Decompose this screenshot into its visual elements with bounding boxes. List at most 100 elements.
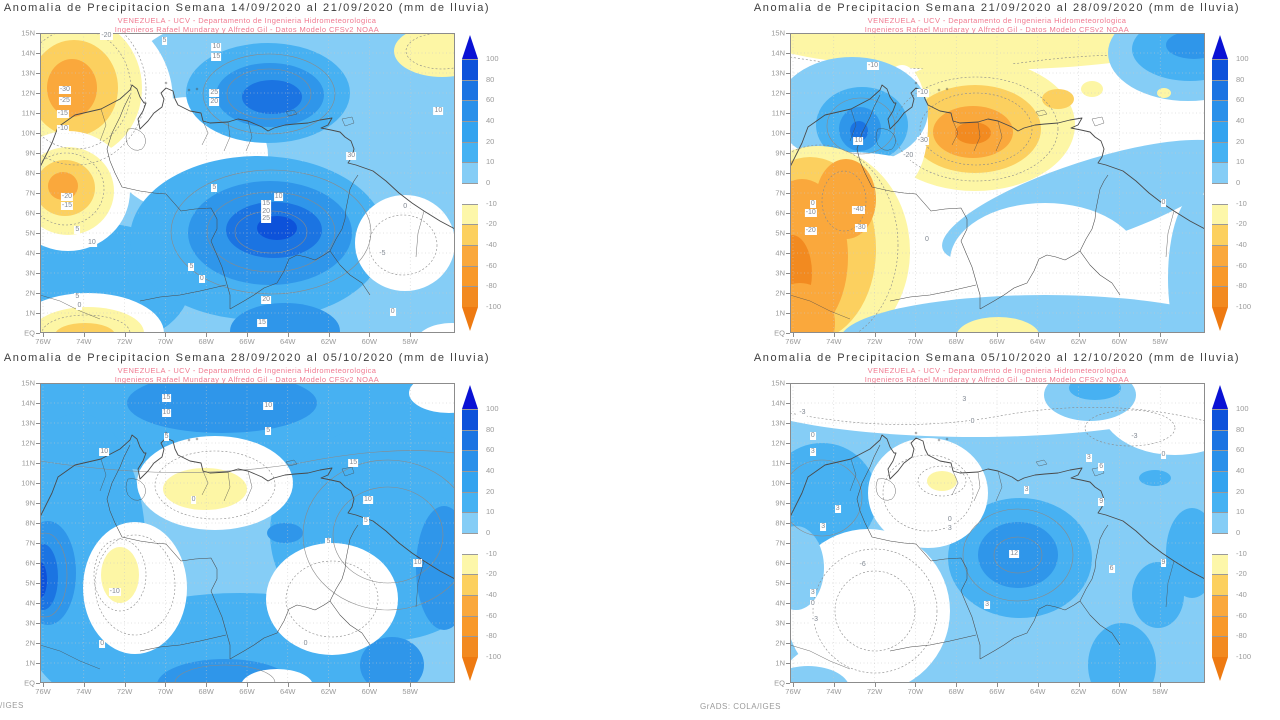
axis-tick (36, 273, 40, 274)
axis-tick (1119, 683, 1121, 687)
axis-tick (36, 403, 40, 404)
axis-x-label: 62W (320, 687, 337, 696)
contour-label: -10 (56, 125, 69, 133)
axis-tick (786, 483, 790, 484)
axis-y-label: 8N (775, 168, 785, 178)
axis-tick (206, 683, 208, 687)
axis-tick (786, 583, 790, 584)
axis-x-label: 76W (785, 337, 801, 346)
contour-label: 3 (961, 395, 968, 404)
axis-y-label: 9N (25, 498, 35, 508)
axis-y-label: 8N (775, 518, 785, 528)
colorbar-level-label: -40 (486, 589, 497, 599)
panel-subtitle: VENEZUELA - UCV - Departamento de Ingeni… (117, 366, 377, 375)
axis-tick (36, 683, 40, 684)
axis-tick (36, 33, 40, 34)
axis-y-label: 15N (771, 28, 785, 38)
contour-label: -10 (866, 62, 880, 70)
axis-y-label: 11N (21, 458, 35, 468)
contour-label: 5 (211, 183, 218, 192)
axis-y-label: 6N (25, 558, 35, 568)
colorbar-segment (1212, 100, 1228, 121)
contour-label: 3 (1085, 454, 1092, 462)
axis-tick (786, 233, 790, 234)
axis-tick (36, 313, 40, 314)
axis-tick (410, 333, 412, 337)
colorbar-segment (462, 409, 478, 430)
axis-y-label: 12N (771, 438, 785, 448)
contour-label: -30 (854, 224, 867, 232)
axis-x-label: 62W (1070, 687, 1087, 696)
axis-x-label: 58W (402, 337, 418, 346)
contour-label: 5 (188, 263, 195, 271)
contour-label: 0 (946, 515, 953, 524)
contour-label: -3 (1130, 433, 1139, 441)
axis-tick (287, 683, 289, 687)
axis-tick (369, 333, 371, 337)
axis-tick (36, 463, 40, 464)
colorbar-segment (462, 162, 478, 183)
colorbar-level-label: 10 (486, 157, 495, 167)
axis-y-label: 2N (775, 288, 785, 298)
axis-y-label: 15N (21, 378, 35, 388)
panel-anomalia-semana-1: Anomalia de Precipitacion Semana 14/09/2… (0, 0, 640, 350)
axis-tick (915, 333, 917, 337)
axis-tick (36, 93, 40, 94)
axis-x-label: 72W (116, 687, 133, 696)
axis-tick (792, 683, 794, 687)
axis-tick (36, 543, 40, 544)
colorbar-segment (1212, 224, 1228, 245)
axis-tick (786, 643, 790, 644)
contour-label: 10 (99, 448, 110, 456)
colorbar-arrow-up (1212, 35, 1228, 59)
axis-y-label: 12N (21, 88, 35, 98)
contour-label: 0 (190, 496, 197, 504)
contour-label: -20 (902, 152, 915, 160)
axis-tick (165, 683, 167, 687)
axis-tick (36, 173, 40, 174)
colorbar-level-label: 20 (1236, 486, 1245, 496)
contour-label: 3 (984, 601, 991, 609)
contour-label: -20 (804, 227, 817, 235)
colorbar-segment (1212, 244, 1228, 266)
colorbar-level-label: 60 (1236, 95, 1245, 105)
axis-tick (786, 193, 790, 194)
colorbar-level-label: 80 (486, 74, 495, 84)
colorbar-segment (462, 224, 478, 245)
colorbar-level-label: 20 (1236, 136, 1245, 146)
axis-x-label: 70W (157, 337, 174, 346)
colorbar-arrow-down (1212, 656, 1228, 681)
axis-x-label: 74W (826, 687, 842, 696)
axis-tick (36, 293, 40, 294)
contour-label: -10 (108, 587, 121, 596)
axis-x-label: 70W (157, 687, 174, 696)
panel-anomalia-semana-2: Anomalia de Precipitacion Semana 21/09/2… (640, 0, 1280, 350)
colorbar-segment (1212, 203, 1228, 225)
axis-y-label: 4N (775, 598, 785, 608)
colorbar-arrow-up (462, 385, 478, 409)
contour-label: 3 (820, 523, 827, 531)
axis-tick (1160, 333, 1162, 337)
contour-label: 10 (853, 137, 864, 145)
colorbar-level-label: 10 (1236, 507, 1245, 517)
colorbar-level-label: -20 (486, 219, 497, 229)
axis-y-label: 4N (25, 248, 35, 258)
axis-tick (124, 683, 126, 687)
colorbar-level-label: 0 (1236, 177, 1241, 187)
panel-subtitle: VENEZUELA - UCV - Departamento de Ingeni… (867, 16, 1127, 25)
axis-y-label: 4N (25, 598, 35, 608)
axis-x-label: 70W (907, 687, 924, 696)
contour-label: 0 (969, 418, 976, 426)
colorbar-level-label: 40 (1236, 465, 1245, 475)
contour-label: 10 (86, 239, 97, 247)
colorbar-level-label: -60 (486, 610, 497, 620)
axis-x-label: 60W (1111, 687, 1128, 696)
axis-tick (786, 293, 790, 294)
colorbar-segment (462, 532, 478, 554)
contour-label: -3 (810, 616, 820, 624)
axis-y-label: 10N (21, 128, 35, 138)
axis-y-label: 11N (771, 108, 785, 118)
axis-tick (36, 53, 40, 54)
colorbar-level-label: 10 (486, 507, 495, 517)
footer-left: /IGES (0, 701, 24, 710)
